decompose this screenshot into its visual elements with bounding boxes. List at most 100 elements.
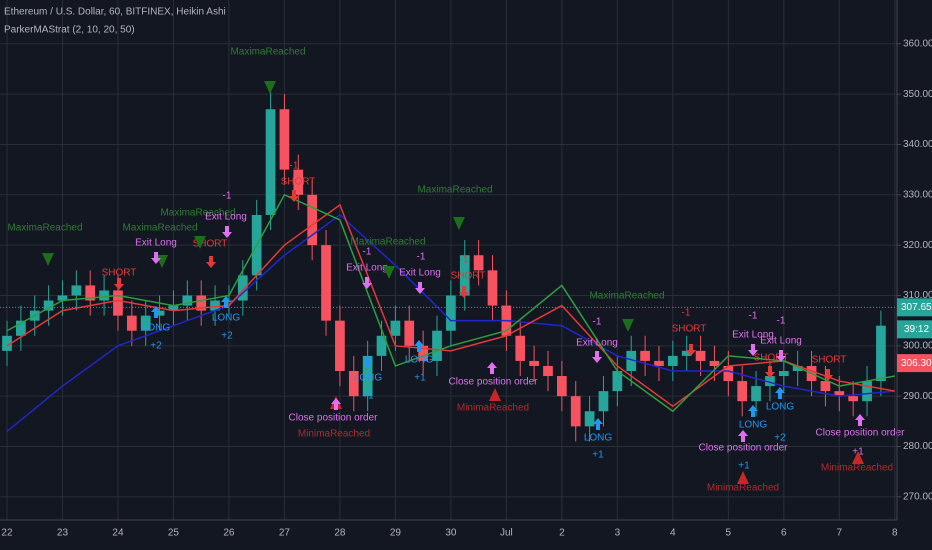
- candle-body: [237, 275, 248, 301]
- exit-arrow: [748, 344, 758, 356]
- candle-body: [404, 320, 415, 346]
- candle-body: [43, 300, 54, 311]
- candle-body: [113, 290, 123, 316]
- candle-body: [265, 109, 276, 215]
- long-arrow: [593, 418, 603, 430]
- maxima-marker: [194, 236, 206, 249]
- candle-body: [792, 365, 803, 371]
- exit-arrow: [415, 282, 425, 294]
- annotation: LONG: [739, 420, 768, 431]
- long-arrow: [748, 405, 758, 417]
- annotations: MaximaReached MaximaReached MaximaReached M…: [7, 47, 905, 494]
- annotation: Exit Long: [205, 212, 247, 223]
- annotation: MaximaReached: [7, 223, 82, 234]
- x-tick-label: 7: [837, 528, 843, 539]
- annotation: LONG: [354, 373, 383, 384]
- maxima-marker: [42, 253, 54, 266]
- countdown-tag: [897, 320, 932, 339]
- x-tick-label: 24: [112, 528, 124, 539]
- x-tick-label: 25: [168, 528, 180, 539]
- maxima-marker: [453, 217, 465, 230]
- candle-body: [85, 285, 96, 301]
- x-tick-label: 2: [559, 528, 565, 539]
- exit-arrow: [151, 252, 161, 264]
- candle-body: [473, 255, 484, 271]
- candle-body: [446, 295, 456, 331]
- close-arrow: [331, 398, 341, 410]
- annotation: -1: [363, 247, 372, 258]
- candle-body: [210, 300, 220, 311]
- x-tick-label: 27: [279, 528, 291, 539]
- candle-body: [168, 305, 179, 311]
- annotation: +1: [414, 373, 426, 384]
- candle-body: [667, 355, 678, 366]
- exit-arrow: [362, 277, 372, 289]
- exit-arrow: [222, 226, 232, 238]
- candle-body: [778, 370, 789, 377]
- annotation: SHORT: [281, 177, 316, 188]
- annotation: SHORT: [102, 268, 137, 279]
- candle-body: [71, 285, 82, 296]
- x-tick-label: 3: [615, 528, 621, 539]
- candle-body: [543, 365, 553, 377]
- annotation: LONG: [142, 323, 171, 334]
- annotation: -1: [682, 308, 691, 319]
- plot: [0, 84, 897, 442]
- candle-body: [418, 345, 428, 361]
- y-tick-label: 300.00: [903, 340, 932, 351]
- y-tick-label: 310.00: [903, 290, 932, 301]
- candle-body: [695, 350, 706, 361]
- long-arrow: [151, 306, 161, 318]
- annotation: MaximaReached: [589, 291, 664, 302]
- annotation: +2: [150, 341, 162, 352]
- exit-arrow: [592, 351, 602, 363]
- annotation: Exit Long: [760, 336, 802, 347]
- annotation: MaximaReached: [417, 185, 492, 196]
- candle-body: [529, 360, 539, 366]
- candle-body: [834, 391, 845, 397]
- candle-body: [293, 169, 304, 195]
- annotation: +2: [774, 433, 786, 444]
- candle-body: [126, 315, 137, 331]
- candle-body: [612, 370, 623, 392]
- x-tick-label: 8: [892, 528, 898, 539]
- candle-body: [681, 350, 692, 356]
- candle-body: [140, 315, 151, 331]
- candle-body: [598, 391, 609, 412]
- annotation: +1: [592, 450, 604, 461]
- annotation: MinimaReached: [707, 483, 779, 494]
- candle-body: [99, 290, 109, 301]
- annotation: +1: [362, 391, 374, 402]
- moving-average: [6, 213, 895, 432]
- annotation: SHORT: [193, 239, 228, 250]
- annotation: -1: [460, 255, 469, 266]
- short-arrow: [289, 190, 299, 202]
- moving-average: [6, 193, 895, 413]
- candle-body: [557, 376, 567, 397]
- annotation: MinimaReached: [821, 463, 893, 474]
- maxima-marker: [264, 81, 276, 94]
- x-tick-label: 26: [223, 528, 235, 539]
- x-tick-label: Jul: [500, 528, 513, 539]
- short-arrow: [765, 366, 775, 378]
- annotation: MaximaReached: [230, 47, 305, 58]
- y-tick-label: 330.00: [903, 189, 932, 200]
- x-tick-label: 5: [726, 528, 732, 539]
- candle-body: [584, 411, 595, 427]
- last-price-label: 307.65: [901, 302, 932, 313]
- annotation: LONG: [766, 402, 795, 413]
- candle-body: [765, 376, 775, 387]
- indicator-label: ParkerMAStrat (2, 10, 20, 50): [4, 25, 135, 36]
- annotation: SHORT: [451, 271, 486, 282]
- annotation: -1: [749, 311, 758, 322]
- annotation: -1: [593, 317, 602, 328]
- annotation: Exit Long: [576, 338, 618, 349]
- minima-marker: [489, 388, 501, 401]
- candle-body: [196, 295, 207, 311]
- prev-close-tag: [897, 354, 932, 373]
- annotation: MinimaReached: [457, 403, 529, 414]
- annotation: +1: [738, 461, 750, 472]
- x-tick-label: 29: [390, 528, 402, 539]
- y-tick-label: 290.00: [903, 391, 932, 402]
- prev-close-label: 306.30: [901, 358, 932, 369]
